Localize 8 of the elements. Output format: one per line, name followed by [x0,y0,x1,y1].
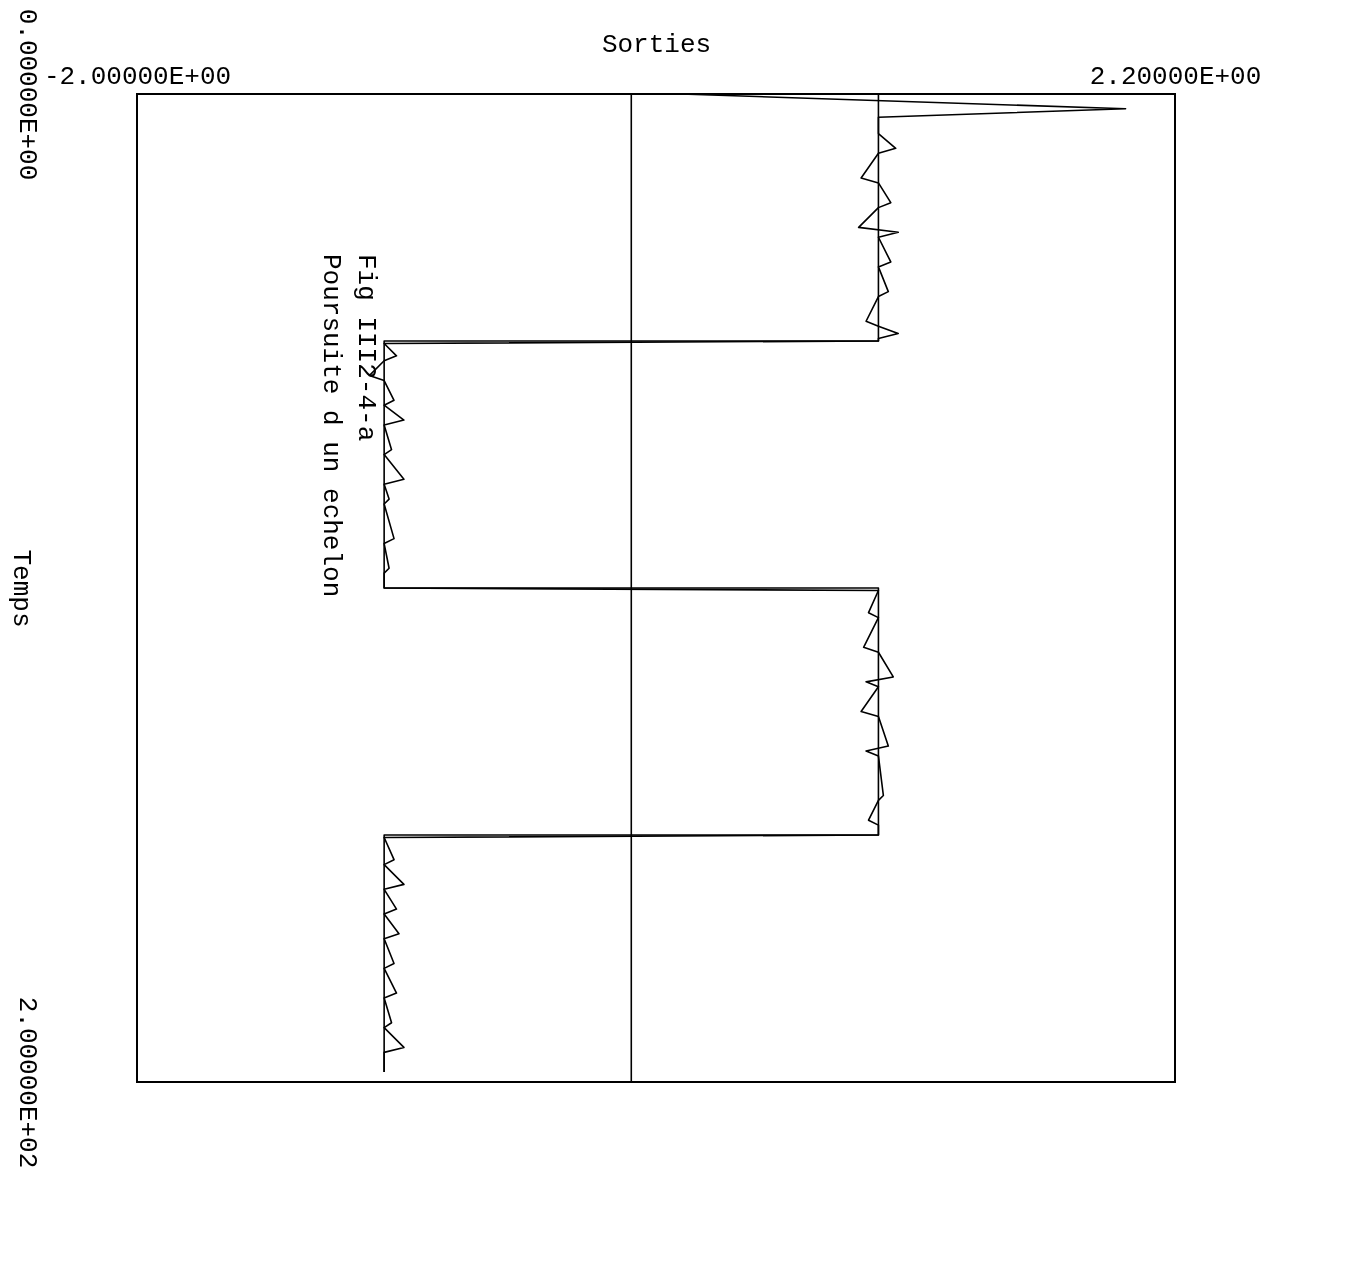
y-tick-label: 2.00000E+02 [11,996,42,1169]
x-tick-label: 2.20000E+00 [1089,61,1262,92]
y-tick-label: 0.00000E+00 [11,8,42,181]
x-tick-label: -2.00000E+00 [43,61,232,92]
annotation: Poursuite d un echelon [316,254,346,598]
y-axis-title: Temps [5,549,36,628]
annotation: Fig III2-4-a [351,254,381,442]
x-axis-title: Sorties [601,29,712,60]
